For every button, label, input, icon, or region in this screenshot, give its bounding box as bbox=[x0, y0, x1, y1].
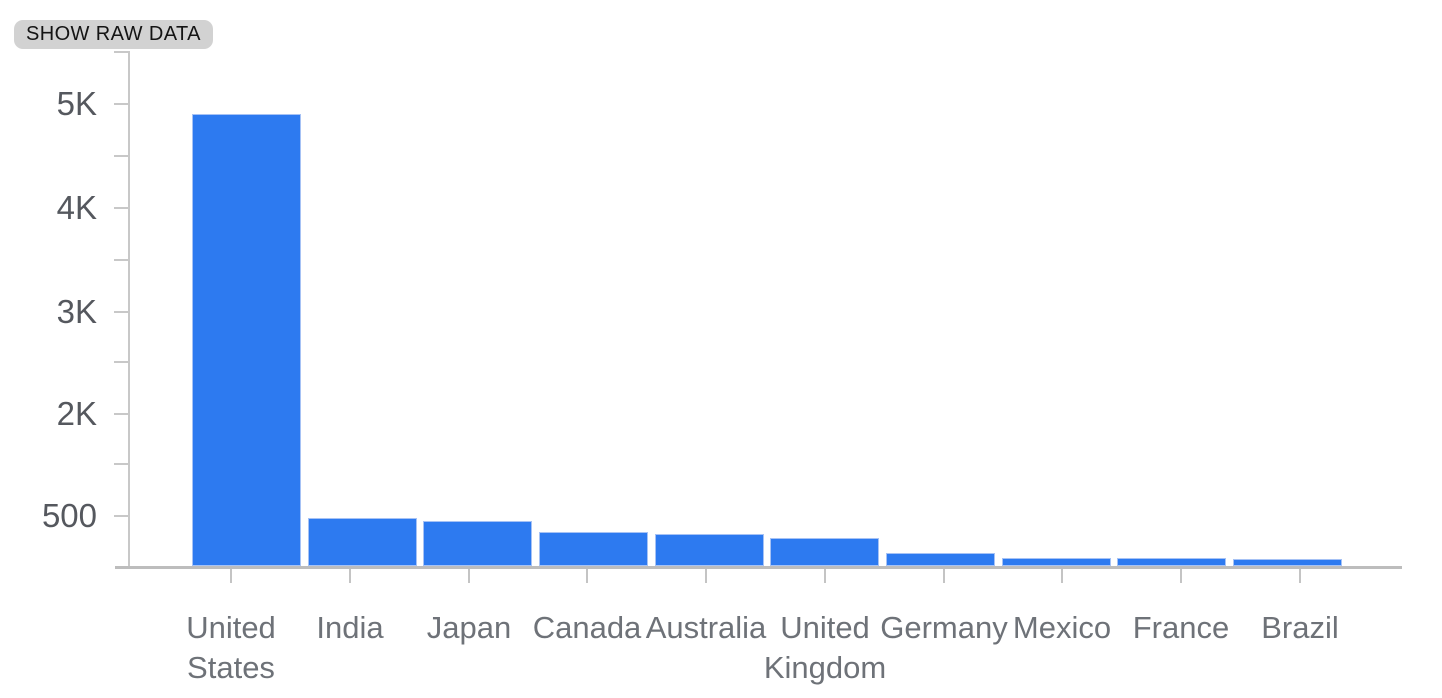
x-axis-line bbox=[115, 566, 1402, 569]
x-axis-tick bbox=[1299, 569, 1301, 583]
x-axis-label: Germany bbox=[880, 610, 1008, 645]
y-axis-label: 3K bbox=[56, 293, 97, 330]
y-axis-tick bbox=[114, 103, 128, 105]
x-axis-label: Brazil bbox=[1261, 610, 1339, 645]
x-axis-label: Mexico bbox=[1012, 610, 1112, 645]
y-axis-minor-tick bbox=[114, 259, 128, 261]
x-axis-label: France bbox=[1132, 610, 1230, 645]
y-axis-tick bbox=[114, 515, 128, 517]
y-axis-label: 500 bbox=[41, 497, 97, 534]
bar[interactable] bbox=[655, 534, 764, 566]
x-axis-tick bbox=[468, 569, 470, 583]
bar[interactable] bbox=[539, 532, 648, 566]
y-axis-minor-tick bbox=[114, 51, 128, 53]
y-axis-tick bbox=[114, 207, 128, 209]
x-axis-label: United Kingdom bbox=[763, 610, 887, 685]
x-axis-tick bbox=[943, 569, 945, 583]
x-axis-tick bbox=[1061, 569, 1063, 583]
x-axis-tick bbox=[705, 569, 707, 583]
y-axis-tick bbox=[114, 311, 128, 313]
y-axis-minor-tick bbox=[114, 361, 128, 363]
x-axis-label: Canada bbox=[532, 610, 642, 645]
x-axis-tick bbox=[230, 569, 232, 583]
bar[interactable] bbox=[192, 114, 301, 566]
bar[interactable] bbox=[1117, 558, 1226, 566]
y-axis-line bbox=[128, 51, 130, 566]
bar[interactable] bbox=[308, 518, 417, 566]
bar[interactable] bbox=[423, 521, 532, 566]
x-axis-tick bbox=[586, 569, 588, 583]
y-axis-minor-tick bbox=[114, 155, 128, 157]
x-axis-tick bbox=[1180, 569, 1182, 583]
x-axis-label: Australia bbox=[645, 610, 767, 645]
bar[interactable] bbox=[770, 538, 879, 566]
y-axis-label: 5K bbox=[56, 85, 97, 122]
y-axis-label: 4K bbox=[56, 189, 97, 226]
y-axis-minor-tick bbox=[114, 463, 128, 465]
x-axis-label: United States bbox=[186, 610, 276, 685]
x-axis-tick bbox=[349, 569, 351, 583]
bar[interactable] bbox=[886, 553, 995, 566]
x-axis-label: India bbox=[316, 610, 384, 645]
x-axis-tick bbox=[824, 569, 826, 583]
bar[interactable] bbox=[1233, 559, 1342, 566]
y-axis-label: 2K bbox=[56, 395, 97, 432]
show-raw-data-button[interactable]: SHOW RAW DATA bbox=[14, 20, 213, 49]
bar[interactable] bbox=[1002, 558, 1111, 566]
y-axis-tick bbox=[114, 413, 128, 415]
x-axis-label: Japan bbox=[426, 610, 512, 645]
